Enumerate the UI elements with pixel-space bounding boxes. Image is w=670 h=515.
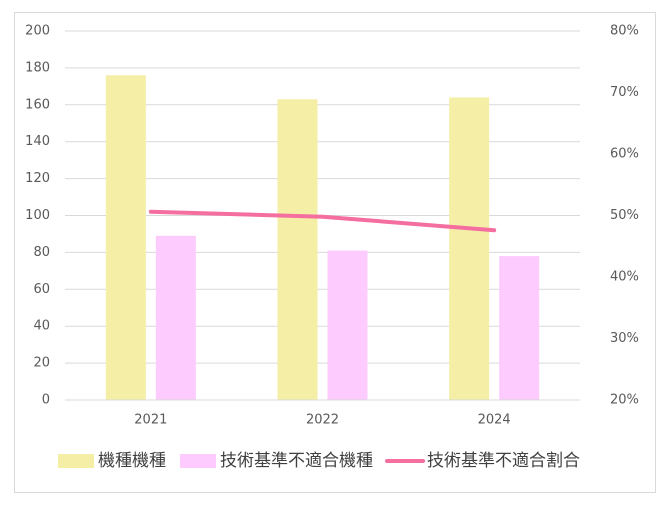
y2-tick-label: 30% [610,331,639,346]
line [148,209,497,233]
y-tick-label: 80 [33,245,50,260]
bar [327,250,368,400]
y-tick-label: 160 [25,97,50,112]
x-tick-label: 2021 [134,413,167,428]
y-tick-label: 200 [25,24,50,39]
bar [155,235,196,400]
y-tick-label: 180 [25,60,50,75]
y2-tick-label: 70% [610,85,639,100]
y-tick-label: 120 [25,171,50,186]
y2-tick-label: 60% [610,147,639,162]
bar [277,99,318,400]
y2-tick-label: 20% [610,393,639,408]
legend-swatch [180,454,216,468]
y-tick-label: 140 [25,134,50,149]
y-tick-label: 60 [33,282,50,297]
y-tick-label: 40 [33,319,50,334]
y-tick-label: 100 [25,208,50,223]
legend-label: 技術基準不適合機種 [220,451,373,471]
x-tick-label: 2022 [306,413,339,428]
x-tick-label: 2024 [478,413,511,428]
bar [105,75,146,400]
y-tick-label: 0 [42,393,50,408]
bar [499,256,540,400]
legend-label: 機種機種 [98,451,166,471]
legend-label: 技術基準不適合割合 [427,451,580,471]
y2-tick-label: 40% [610,270,639,285]
y2-tick-label: 50% [610,208,639,223]
legend-swatch [58,454,94,468]
y2-tick-label: 80% [610,24,639,39]
y-tick-label: 20 [33,356,50,371]
bar [449,97,490,401]
